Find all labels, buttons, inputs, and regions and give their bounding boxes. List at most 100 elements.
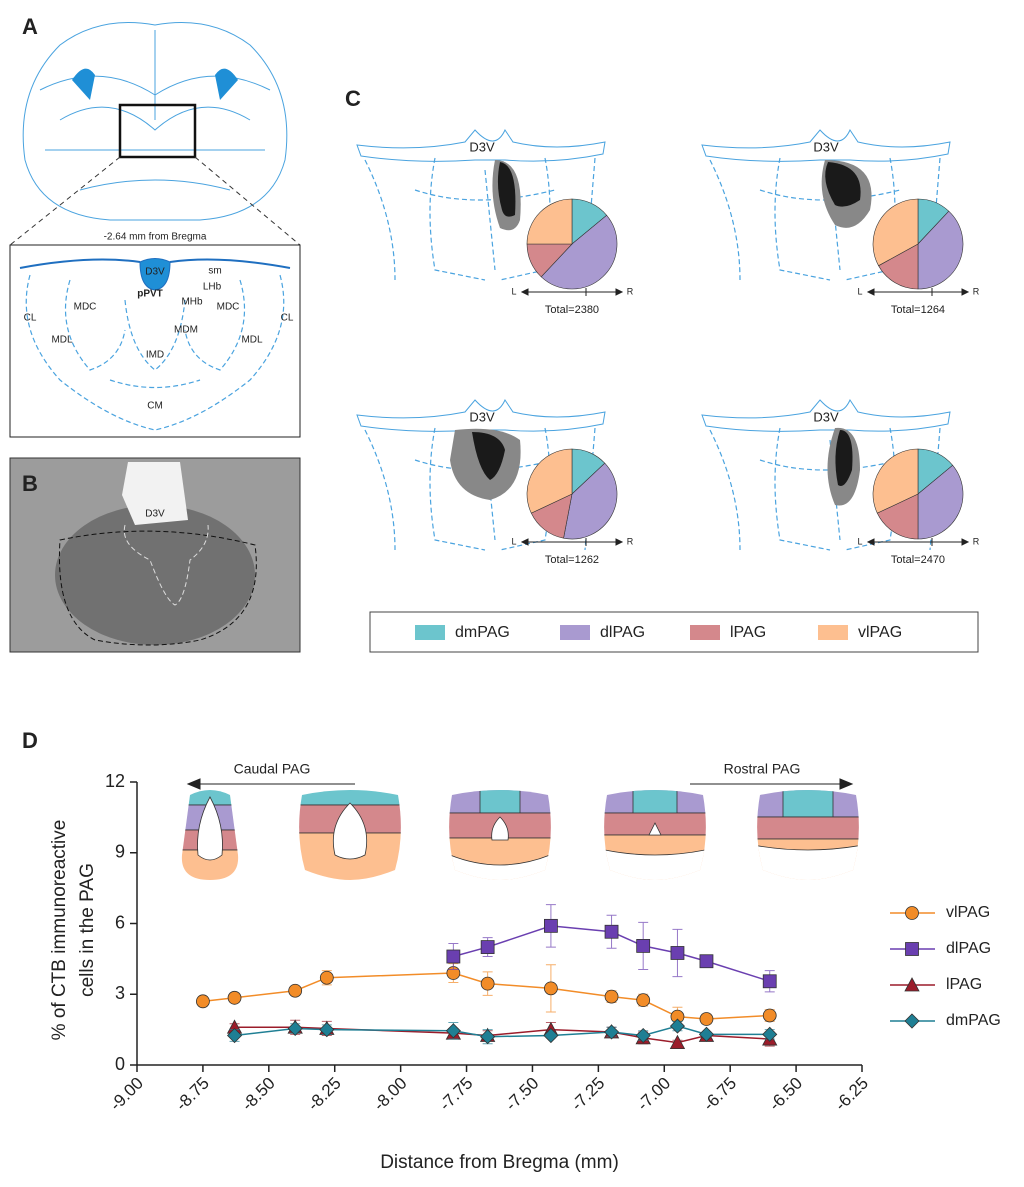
region-label: MDL xyxy=(241,335,263,346)
y-tick-label: 12 xyxy=(105,771,125,791)
panel-label: A xyxy=(22,14,38,39)
marker xyxy=(699,1012,714,1026)
marker xyxy=(544,918,558,933)
x-tick-label: -6.25 xyxy=(831,1074,872,1115)
legend-label: vlPAG xyxy=(946,904,990,921)
total-label: Total=2380 xyxy=(545,304,599,316)
y-tick-label: 3 xyxy=(115,983,125,1003)
legend-swatch xyxy=(690,625,720,640)
marker xyxy=(227,990,242,1005)
marker xyxy=(905,942,919,956)
region-label: D3V xyxy=(469,409,495,424)
pie-slice xyxy=(540,214,618,290)
y-tick-label: 9 xyxy=(115,842,125,862)
marker xyxy=(636,939,651,953)
marker xyxy=(904,1013,920,1029)
y-tick-label: 6 xyxy=(115,912,125,932)
region-label: MDC xyxy=(217,302,240,313)
pie-slice xyxy=(563,462,618,540)
region-label: D3V xyxy=(145,509,165,520)
marker xyxy=(446,949,461,964)
region-label: MDL xyxy=(51,335,73,346)
x-tick-label: -7.75 xyxy=(436,1074,477,1115)
legend-swatch xyxy=(560,625,590,640)
region-label: MDM xyxy=(174,325,198,336)
legend-swatch xyxy=(415,625,445,640)
marker xyxy=(319,970,334,985)
legend-label: dmPAG xyxy=(455,624,510,641)
x-tick-label: -7.00 xyxy=(633,1074,674,1115)
region-label: CM xyxy=(147,401,163,412)
total-label: Total=2470 xyxy=(891,554,945,566)
marker xyxy=(480,940,495,954)
legend-box xyxy=(369,611,979,653)
region-label: pPVT xyxy=(137,289,163,300)
axis-end: R xyxy=(973,536,980,546)
y-tick-label: 0 xyxy=(115,1054,125,1074)
legend-label: dlPAG xyxy=(946,940,991,957)
panel-label: C xyxy=(345,86,361,111)
legend-label: dmPAG xyxy=(946,1012,1001,1029)
pie-slice xyxy=(917,464,964,540)
marker xyxy=(762,974,777,989)
brain-atlas xyxy=(9,22,301,246)
arrowhead xyxy=(520,538,624,546)
marker xyxy=(604,924,619,939)
annotation: Rostral PAG xyxy=(724,761,801,777)
marker xyxy=(699,954,714,969)
arrowhead xyxy=(520,288,624,296)
section xyxy=(356,129,951,551)
region-label: D3V xyxy=(813,139,839,154)
axis-end: R xyxy=(973,286,980,296)
pie-slice xyxy=(872,198,919,267)
inset-box xyxy=(9,244,301,438)
marker xyxy=(319,1022,335,1038)
y-axis-label: cells in the PAG xyxy=(77,863,98,997)
marker xyxy=(635,1027,651,1044)
region-label: D3V xyxy=(813,409,839,424)
region-label: CL xyxy=(281,313,294,324)
marker xyxy=(543,1027,559,1044)
arrowhead xyxy=(866,288,970,296)
x-tick-label: -6.75 xyxy=(699,1074,740,1115)
region-label: D3V xyxy=(145,267,165,278)
axis-end: L xyxy=(511,536,516,546)
pie-slice xyxy=(917,210,964,290)
marker xyxy=(905,906,919,920)
marker xyxy=(603,1024,620,1040)
marker xyxy=(904,977,920,992)
axis-end: R xyxy=(627,286,634,296)
panel-label: B xyxy=(22,471,38,496)
y-axis-label: % of CTB immunoreactive xyxy=(49,820,70,1041)
annotation: Caudal PAG xyxy=(234,761,311,777)
panel-label: D xyxy=(22,728,38,753)
total-label: Total=1262 xyxy=(545,554,599,566)
x-tick-label: -7.50 xyxy=(502,1074,543,1115)
axis-end: L xyxy=(857,536,862,546)
arrowhead xyxy=(866,538,970,546)
x-tick-label: -6.50 xyxy=(765,1074,806,1115)
marker xyxy=(762,1008,777,1023)
marker xyxy=(445,1023,461,1039)
pie-slice xyxy=(872,448,919,514)
axis-end: L xyxy=(511,286,516,296)
marker xyxy=(636,993,651,1008)
region-label: IMD xyxy=(146,350,164,361)
region-label: sm xyxy=(208,266,221,277)
axis-end: R xyxy=(627,536,634,546)
direction-arrows xyxy=(186,778,854,790)
legend-swatch xyxy=(818,625,848,640)
x-tick-label: -8.00 xyxy=(370,1074,411,1115)
region-label: MHb xyxy=(181,297,203,308)
pie-slice xyxy=(526,448,573,514)
marker xyxy=(604,989,619,1004)
region-label: D3V xyxy=(469,139,495,154)
ventricle xyxy=(122,462,188,525)
region-label: MDC xyxy=(74,302,97,313)
marker xyxy=(669,1034,686,1049)
pie-slice xyxy=(878,243,919,290)
x-tick-label: -8.50 xyxy=(238,1074,279,1115)
marker xyxy=(480,976,495,991)
total-label: Total=1264 xyxy=(891,304,945,316)
caption: -2.64 mm from Bregma xyxy=(104,232,207,243)
